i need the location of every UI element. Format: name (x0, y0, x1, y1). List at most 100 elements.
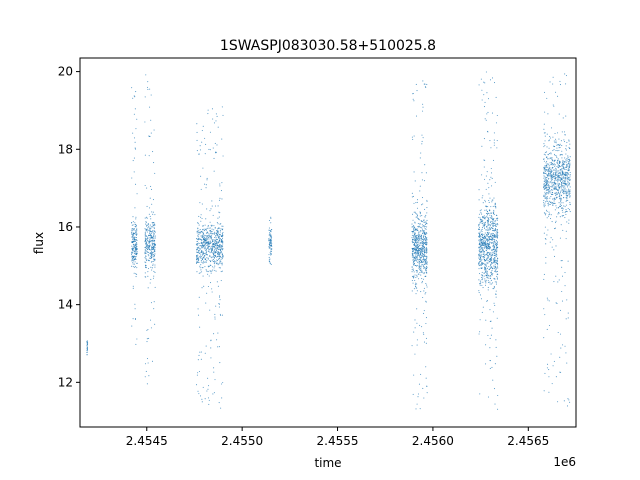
data-point (551, 183, 553, 185)
data-point (561, 177, 563, 179)
data-point (131, 177, 133, 179)
data-point (207, 397, 210, 399)
data-point (484, 266, 486, 268)
data-point (548, 173, 550, 175)
data-point (424, 263, 426, 265)
data-point (217, 126, 219, 128)
data-point (413, 331, 415, 333)
data-point (424, 237, 426, 240)
data-point (414, 239, 416, 241)
data-point (551, 179, 554, 181)
data-point (492, 255, 494, 257)
data-point (150, 254, 152, 256)
data-point (568, 179, 570, 181)
data-point (206, 227, 208, 229)
data-point (559, 203, 561, 205)
data-point (211, 200, 213, 202)
data-point (552, 76, 554, 78)
data-point (421, 221, 423, 223)
data-point (496, 233, 498, 235)
data-point (210, 247, 212, 249)
data-point (153, 232, 155, 234)
data-point (148, 229, 150, 231)
data-point (154, 246, 156, 248)
data-point (197, 258, 199, 260)
data-point (211, 232, 213, 234)
data-point (553, 163, 555, 165)
data-point (422, 278, 425, 280)
data-point (492, 273, 494, 275)
data-point (489, 309, 491, 311)
data-point (483, 81, 485, 83)
data-point (422, 230, 424, 232)
data-point (481, 197, 483, 199)
data-point (134, 255, 136, 258)
data-point (567, 168, 569, 170)
data-point (544, 185, 546, 188)
data-point (219, 260, 221, 262)
data-point (211, 251, 213, 253)
data-point (416, 287, 418, 289)
data-point (553, 281, 555, 283)
data-point (206, 243, 208, 245)
data-point (493, 250, 495, 252)
data-point (202, 234, 204, 236)
data-point (559, 371, 561, 373)
data-point (425, 322, 427, 325)
data-point (412, 269, 415, 271)
x-tick-label: 2.4545 (126, 434, 168, 448)
data-point (420, 220, 422, 222)
data-point (417, 218, 420, 220)
data-point (492, 205, 494, 207)
data-point (419, 251, 422, 253)
data-point (221, 241, 223, 243)
data-point (543, 308, 545, 310)
data-point (209, 254, 211, 256)
data-point (545, 198, 548, 200)
data-point (564, 187, 566, 189)
data-point (153, 301, 155, 303)
data-point (136, 233, 138, 235)
data-point (493, 302, 495, 304)
data-point (208, 242, 210, 244)
data-point (546, 156, 548, 158)
data-point (421, 204, 423, 206)
data-point (545, 151, 548, 153)
data-point (569, 201, 571, 203)
data-point (205, 254, 207, 256)
data-point (480, 282, 482, 285)
data-point (562, 182, 564, 184)
data-point (425, 271, 427, 273)
data-point (204, 258, 206, 260)
data-point (424, 164, 426, 166)
data-point (558, 147, 560, 149)
data-point (134, 266, 136, 268)
data-point (479, 260, 482, 262)
data-point (546, 185, 548, 187)
data-point (554, 167, 556, 169)
data-point (135, 233, 137, 235)
data-point (413, 374, 415, 376)
data-point (220, 250, 222, 252)
data-point (486, 265, 488, 267)
data-point (221, 248, 223, 250)
data-point (147, 244, 149, 247)
data-point (545, 209, 548, 211)
data-point (419, 215, 421, 217)
data-point (86, 345, 88, 347)
data-point (204, 153, 206, 155)
data-point (489, 241, 491, 243)
data-point (422, 241, 425, 243)
data-point (134, 232, 136, 234)
data-point (480, 78, 482, 80)
data-point (484, 237, 486, 239)
data-point (207, 271, 209, 273)
data-point (268, 247, 270, 249)
data-point (543, 123, 545, 125)
data-point (213, 261, 215, 263)
data-point (479, 236, 481, 238)
data-point (556, 196, 558, 198)
data-point (484, 244, 486, 246)
data-point (547, 153, 549, 155)
data-point (135, 245, 137, 247)
